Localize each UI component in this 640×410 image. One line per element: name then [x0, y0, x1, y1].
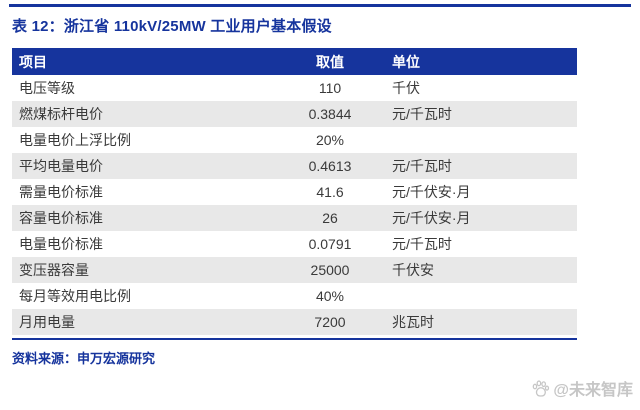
paw-icon	[533, 379, 550, 397]
row-value: 0.4613	[308, 158, 352, 174]
table-title: 表 12：浙江省 110kV/25MW 工业用户基本假设	[12, 18, 332, 35]
bottom-rule	[12, 338, 577, 340]
row-item-label: 需量电价标准	[19, 184, 103, 200]
row-value: 7200	[314, 314, 346, 330]
row-item-label: 电压等级	[19, 80, 75, 96]
table-row: 电量电价标准 0.0791 元/千瓦时	[12, 231, 577, 257]
row-value: 40%	[315, 288, 345, 304]
column-header-unit: 单位	[392, 53, 420, 70]
row-item-label: 电量电价上浮比例	[19, 132, 131, 148]
row-item-label: 月用电量	[19, 314, 75, 330]
table-row: 平均电量电价 0.4613 元/千瓦时	[12, 153, 577, 179]
assumptions-table: 项目 取值 单位 电压等级 110 千伏 燃煤标杆电价 0.3844 元/千瓦时…	[12, 48, 577, 340]
row-item-label: 燃煤标杆电价	[19, 106, 103, 122]
row-value: 41.6	[316, 184, 344, 200]
table-row: 每月等效用电比例 40%	[12, 283, 577, 309]
watermark-text: @未来智库	[553, 382, 633, 399]
row-unit: 元/千瓦时	[392, 106, 452, 122]
table-row: 变压器容量 25000 千伏安	[12, 257, 577, 283]
row-item-label: 平均电量电价	[19, 158, 103, 174]
table-row: 电压等级 110 千伏	[12, 75, 577, 101]
row-item-label: 变压器容量	[19, 262, 89, 278]
row-unit: 元/千瓦时	[392, 236, 452, 252]
table-body: 电压等级 110 千伏 燃煤标杆电价 0.3844 元/千瓦时 电量电价上浮比例…	[12, 75, 577, 335]
row-value: 20%	[315, 132, 345, 148]
row-item-label: 电量电价标准	[19, 236, 103, 252]
row-item-label: 每月等效用电比例	[19, 288, 131, 304]
table-row: 燃煤标杆电价 0.3844 元/千瓦时	[12, 101, 577, 127]
row-unit: 千伏	[392, 80, 420, 96]
row-unit: 元/千伏安·月	[392, 184, 471, 200]
row-value: 25000	[310, 262, 350, 278]
table-header-row: 项目 取值 单位	[12, 48, 577, 75]
row-unit: 元/千伏安·月	[392, 210, 471, 226]
column-header-value: 取值	[316, 53, 344, 70]
row-value: 0.0791	[308, 236, 352, 252]
row-unit: 千伏安	[392, 262, 434, 278]
row-value: 26	[322, 210, 338, 226]
top-rule	[9, 4, 631, 7]
row-value: 0.3844	[308, 106, 352, 122]
row-item-label: 容量电价标准	[19, 210, 103, 226]
table-row: 月用电量 7200 兆瓦时	[12, 309, 577, 335]
column-header-item: 项目	[19, 53, 47, 70]
source-note: 资料来源：申万宏源研究	[12, 351, 156, 366]
table-row: 需量电价标准 41.6 元/千伏安·月	[12, 179, 577, 205]
table-row: 容量电价标准 26 元/千伏安·月	[12, 205, 577, 231]
row-unit: 元/千瓦时	[392, 158, 452, 174]
row-unit: 兆瓦时	[392, 314, 434, 330]
row-value: 110	[318, 80, 342, 96]
watermark: @未来智库	[531, 376, 633, 400]
table-row: 电量电价上浮比例 20%	[12, 127, 577, 153]
